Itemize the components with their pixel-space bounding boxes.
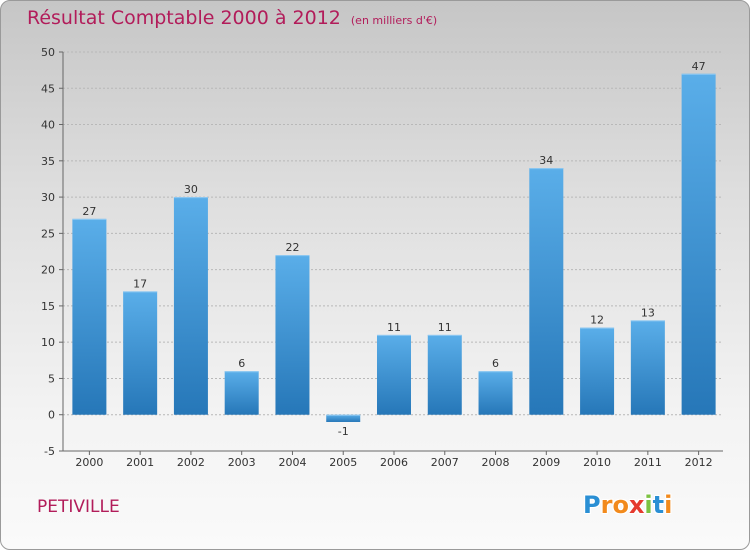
x-tick-label: 2012	[685, 456, 713, 469]
y-tick-label: 15	[41, 300, 55, 313]
x-tick-label: 2002	[177, 456, 205, 469]
data-label: 12	[590, 314, 604, 327]
y-tick-label: 25	[41, 227, 55, 240]
bar-2012	[681, 73, 716, 415]
title-unit: (en milliers d'€)	[350, 14, 438, 27]
y-tick-label: -5	[44, 445, 55, 458]
data-label: -1	[338, 425, 349, 438]
data-label: 30	[184, 183, 198, 196]
data-label: 6	[238, 357, 245, 370]
y-tick-label: 20	[41, 264, 55, 277]
x-tick-label: 2000	[75, 456, 103, 469]
x-tick-label: 2008	[482, 456, 510, 469]
logo-letter: t	[652, 491, 665, 519]
y-tick-label: 30	[41, 191, 55, 204]
logo-letter: i	[664, 491, 673, 519]
x-tick-label: 2001	[126, 456, 154, 469]
logo-letter: x	[628, 491, 645, 519]
data-label: 13	[641, 306, 655, 319]
y-tick-label: 35	[41, 155, 55, 168]
x-tick-label: 2007	[431, 456, 459, 469]
bar-2003	[224, 371, 259, 415]
x-tick-label: 2006	[380, 456, 408, 469]
logo-letter: o	[612, 491, 629, 519]
bar-2000	[72, 218, 107, 415]
place-name: PETIVILLE	[37, 497, 120, 517]
y-tick-label: 10	[41, 336, 55, 349]
logo-letter: P	[583, 491, 601, 519]
data-label: 11	[438, 321, 452, 334]
y-tick-label: 40	[41, 119, 55, 132]
y-tick-label: 0	[48, 409, 55, 422]
axes: -5 0 5 10 15 20 25 30 35 40 45 50 2000 2001 2002 2003 20…	[41, 46, 723, 469]
y-tick-label: 5	[48, 372, 55, 385]
x-tick-label: 2003	[228, 456, 256, 469]
chart-title: Résultat Comptable 2000 à 2012 (en millie…	[27, 7, 437, 29]
x-tick-label: 2004	[278, 456, 306, 469]
y-tick-label: 50	[41, 46, 55, 59]
data-label: 17	[133, 277, 147, 290]
y-tick-label: 45	[41, 82, 55, 95]
data-label: 6	[492, 357, 499, 370]
bar-2005	[326, 414, 361, 422]
logo-letter: r	[600, 491, 613, 519]
data-labels: 27 17 30 6 22 -1 11 11 6 34 12 13 47	[82, 60, 705, 438]
bar-2008	[478, 371, 513, 415]
bar-2010	[580, 327, 615, 415]
data-label: 47	[692, 60, 706, 73]
x-tick-label: 2010	[583, 456, 611, 469]
bar-2007	[427, 334, 462, 415]
data-label: 22	[285, 241, 299, 254]
logo-letter: i	[644, 491, 653, 519]
data-label: 27	[82, 205, 96, 218]
bar-2001	[123, 291, 158, 415]
x-tick-label: 2005	[329, 456, 357, 469]
bar-2002	[173, 197, 208, 415]
bar-2011	[630, 320, 665, 415]
data-label: 34	[539, 154, 553, 167]
x-tick-label: 2009	[532, 456, 560, 469]
bar-2009	[529, 168, 564, 415]
bar-2004	[275, 255, 310, 415]
data-label: 11	[387, 321, 401, 334]
x-tick-label: 2011	[634, 456, 662, 469]
bars	[72, 73, 716, 422]
proxiti-logo: Proxiti	[583, 491, 672, 519]
bar-2006	[377, 334, 411, 415]
title-text: Résultat Comptable 2000 à 2012	[27, 7, 341, 29]
